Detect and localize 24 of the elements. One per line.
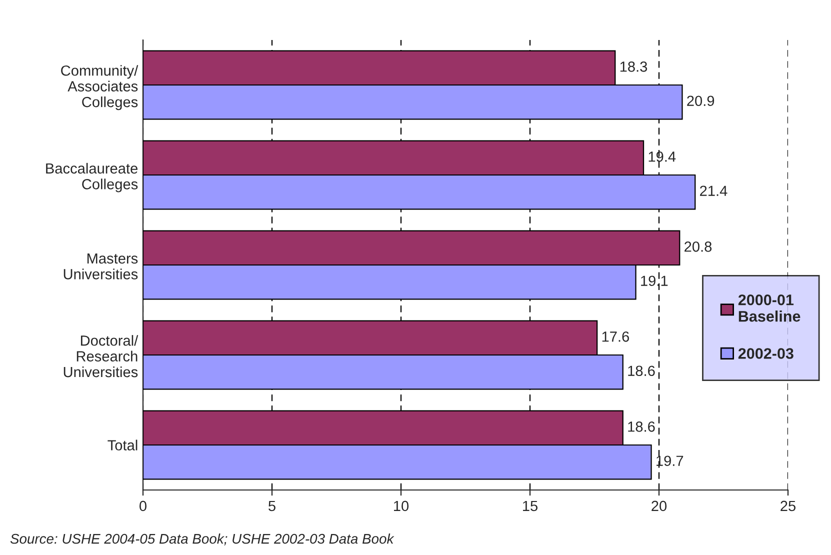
source-note: Source: USHE 2004-05 Data Book; USHE 2002-03 Data Book — [10, 534, 394, 546]
x-tick-label: 25 — [780, 500, 796, 512]
y-tick-label: Masters Universities — [64, 253, 138, 280]
data-label: 18.6 — [628, 366, 655, 376]
y-tick-label: Community/ Associates Colleges — [61, 65, 138, 110]
data-label: 18.6 — [628, 421, 655, 432]
x-tick-label: 15 — [523, 500, 538, 512]
y-tick-label: Doctoral/ Research Universities — [64, 335, 138, 378]
data-label: 17.6 — [602, 331, 629, 342]
x-tick-label: 10 — [394, 500, 409, 512]
y-tick-label: Baccalaureate Colleges — [46, 162, 138, 192]
data-label: 20.9 — [687, 96, 714, 106]
data-label: 19.7 — [656, 456, 684, 466]
x-tick-label: 0 — [140, 500, 146, 512]
data-label: 18.3 — [620, 61, 648, 72]
legend-label: 2002-03 — [738, 348, 794, 359]
data-label: 20.8 — [684, 241, 712, 252]
y-tick-label: Total — [108, 440, 138, 450]
x-tick-label: 20 — [652, 500, 667, 512]
data-label: 19.4 — [648, 151, 676, 162]
legend-label: 2000-01 Baseline — [738, 294, 800, 322]
x-tick-label: 5 — [268, 500, 276, 512]
data-label: 19.1 — [641, 276, 668, 286]
data-label: 21.4 — [700, 186, 728, 196]
